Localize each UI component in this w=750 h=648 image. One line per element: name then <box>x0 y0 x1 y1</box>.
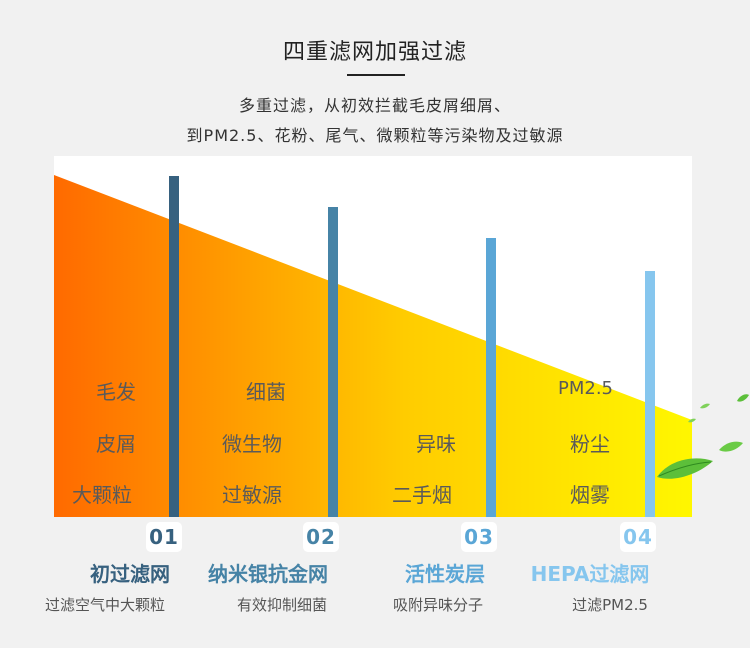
leaf-icon-4 <box>700 403 710 409</box>
stage-1-bar <box>169 176 179 517</box>
stage-1-label-hair: 毛发 <box>96 380 136 404</box>
stage-2-label-bacteria: 细菌 <box>246 380 286 404</box>
subtitle-line-2: 到PM2.5、花粉、尾气、微颗粒等污染物及过敏源 <box>186 126 564 145</box>
title-underline <box>347 74 405 76</box>
stage-4-label-fog: 烟雾 <box>570 483 610 507</box>
stage-1-name: 初过滤网 <box>90 562 170 586</box>
stage-1-number-badge: 01 <box>146 522 182 552</box>
stage-2-label-allergens: 过敏源 <box>222 483 282 507</box>
stage-3-number-badge: 03 <box>461 522 497 552</box>
stage-1-desc: 过滤空气中大颗粒 <box>44 596 165 614</box>
stage-2-desc: 有效抑制细菌 <box>236 596 327 614</box>
stage-4-desc: 过滤PM2.5 <box>572 596 648 614</box>
stage-3-label-odor: 异味 <box>416 432 456 456</box>
stage-3-desc: 吸附异味分子 <box>392 596 483 614</box>
stage-4-number-badge: 04 <box>620 522 656 552</box>
leaf-icon-2 <box>719 441 743 452</box>
leaf-icon-3 <box>737 394 749 402</box>
stage-4-name: HEPA过滤网 <box>530 562 650 586</box>
leaf-icon-5 <box>688 418 696 423</box>
stage-2-label-microbes: 微生物 <box>222 432 282 456</box>
leaf-icon-1 <box>657 458 713 479</box>
stage-1-label-dander: 皮屑 <box>96 432 136 456</box>
subtitle-line-1: 多重过滤，从初效拦截毛皮屑细屑、 <box>238 96 511 115</box>
stage-2-bar <box>328 207 338 517</box>
stage-2-name: 纳米银抗金网 <box>208 562 328 586</box>
stage-3-name: 活性炭层 <box>405 562 485 586</box>
stage-3-bar <box>486 238 496 517</box>
gradient-wedge <box>54 175 692 517</box>
page-title: 四重滤网加强过滤 <box>282 40 467 65</box>
stage-2-number-badge: 02 <box>303 522 339 552</box>
filter-diagram-panel: 毛发 皮屑 大颗粒 细菌 微生物 过敏源 异味 二手烟 PM2.5 粉尘 烟雾 <box>54 156 692 517</box>
stage-1-label-large-particles: 大颗粒 <box>72 483 132 507</box>
stage-4-label-pm25: PM2.5 <box>558 378 614 399</box>
stage-4-label-dust: 粉尘 <box>570 432 610 456</box>
stage-4-bar <box>645 271 655 517</box>
stage-3-label-smoke: 二手烟 <box>392 483 452 507</box>
